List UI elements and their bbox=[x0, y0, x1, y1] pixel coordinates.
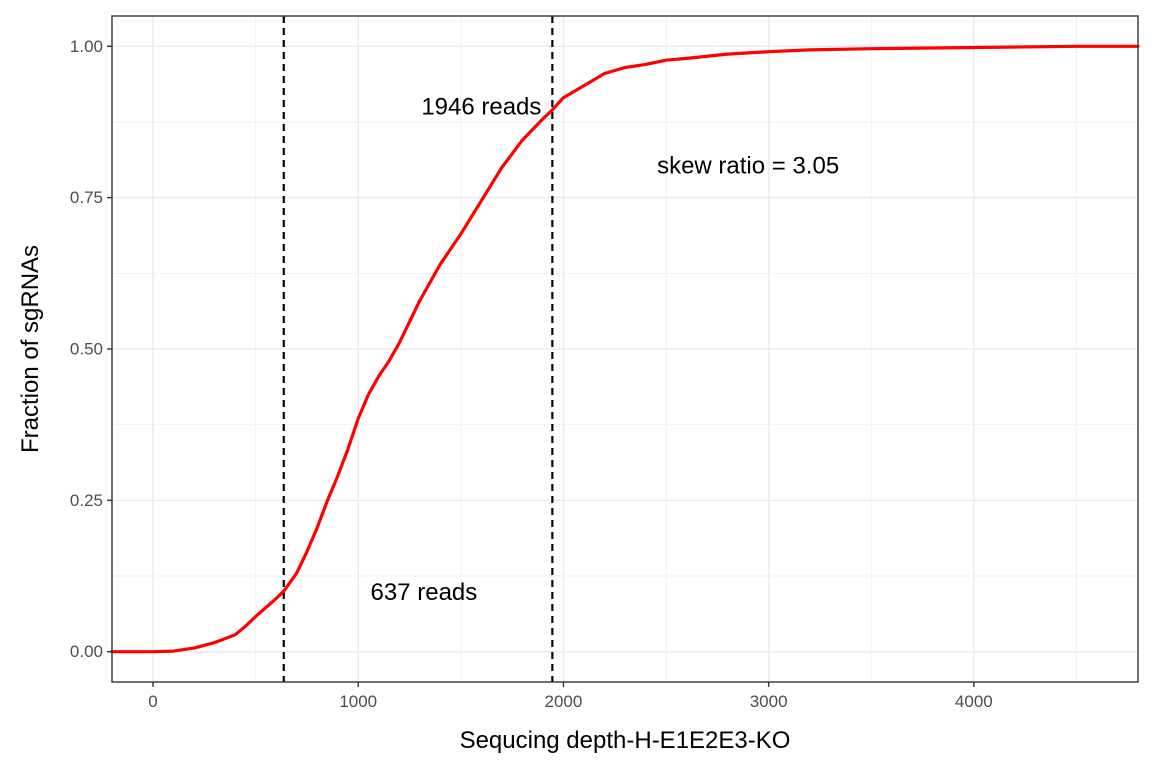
y-tick-label: 0.75 bbox=[70, 188, 103, 207]
y-axis-ticks: 0.00 0.25 0.50 0.75 1.00 bbox=[70, 37, 112, 661]
x-tick-label: 1000 bbox=[339, 692, 377, 711]
annotation-1946-reads: 1946 reads bbox=[421, 93, 541, 120]
vertical-reference-lines bbox=[282, 16, 554, 682]
x-tick-label: 3000 bbox=[750, 692, 788, 711]
annotation-skew-ratio: skew ratio = 3.05 bbox=[657, 153, 839, 180]
annotation-637-reads: 637 reads bbox=[371, 579, 478, 606]
series-layer bbox=[110, 44, 1140, 654]
x-tick-label: 2000 bbox=[545, 692, 583, 711]
x-tick-label: 0 bbox=[148, 692, 157, 711]
y-tick-label: 0.25 bbox=[70, 491, 103, 510]
y-tick-label: 1.00 bbox=[70, 37, 103, 56]
series-line-0 bbox=[110, 44, 1140, 654]
x-axis-title: Sequcing depth-H-E1E2E3-KO bbox=[460, 727, 791, 754]
y-tick-label: 0.00 bbox=[70, 642, 103, 661]
annotations: 637 reads 1946 reads skew ratio = 3.05 bbox=[371, 93, 840, 606]
x-tick-label: 4000 bbox=[955, 692, 993, 711]
x-axis-ticks: 0 1000 2000 3000 4000 bbox=[148, 682, 993, 711]
y-tick-label: 0.50 bbox=[70, 340, 103, 359]
y-axis-title: Fraction of sgRNAs bbox=[17, 245, 44, 453]
